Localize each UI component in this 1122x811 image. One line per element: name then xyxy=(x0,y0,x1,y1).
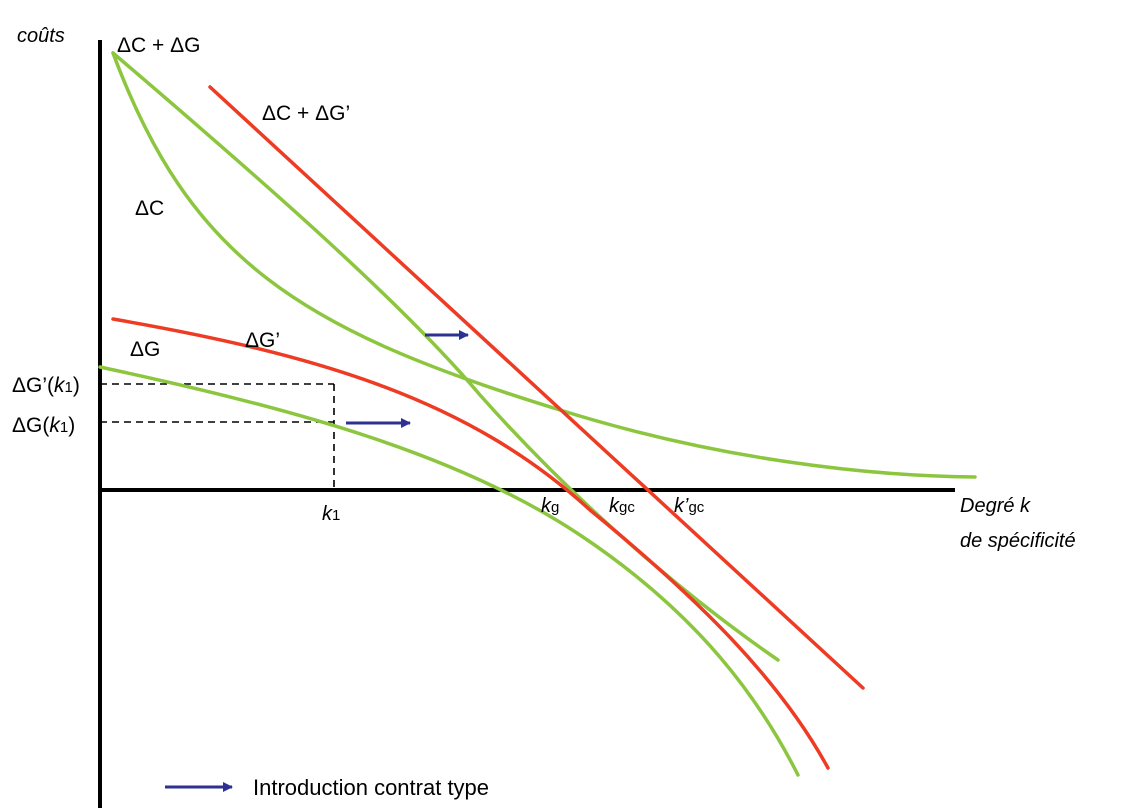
dc-plus-dg-prime-label: ΔC + ΔG’ xyxy=(262,102,350,125)
x-axis-label-line1: Degré k xyxy=(960,495,1031,517)
kgc-tick-label: kgc xyxy=(609,495,635,517)
dc-plus-dg-prime-curve xyxy=(208,85,865,690)
y-axis-label: coûts xyxy=(17,25,65,47)
dg-k1-label: ΔG(k1) xyxy=(12,414,75,437)
dg-prime-curve xyxy=(111,317,830,770)
dc-plus-dg-curve xyxy=(111,51,780,662)
dg-label: ΔG xyxy=(130,338,160,361)
dg-prime-label: ΔG’ xyxy=(245,329,280,352)
k1-tick-label: k1 xyxy=(322,503,340,525)
legend-label: Introduction contrat type xyxy=(253,775,489,800)
kg-tick-label: kg xyxy=(541,495,559,517)
kgc-prime-tick-label: k’gc xyxy=(674,495,705,517)
dg-prime-k1-label: ΔG’(k1) xyxy=(12,374,80,397)
x-axis-label-line2: de spécificité xyxy=(960,530,1076,552)
dc-label: ΔC xyxy=(135,197,164,220)
dg-curve xyxy=(98,365,800,777)
dc-plus-dg-label: ΔC + ΔG xyxy=(117,34,201,57)
dc-curve xyxy=(111,51,977,479)
